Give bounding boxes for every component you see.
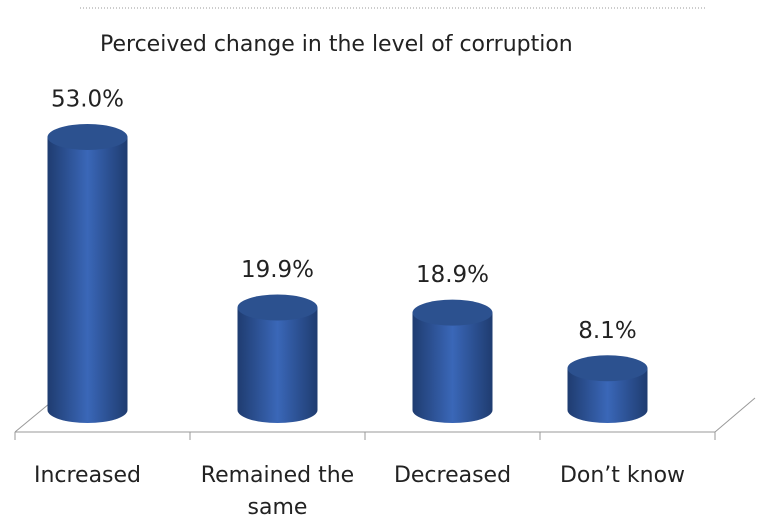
value-label: 8.1% [578,318,636,344]
x-tick-label: Don’t know [559,463,686,488]
chart-title: Perceived change in the level of corrupt… [100,32,573,57]
cylinder [47,124,128,424]
cylinder [567,355,648,424]
value-label: 18.9% [416,262,489,288]
cylinder-top [47,124,128,151]
cylinder-body [237,307,318,424]
x-tick-label: Increased [33,463,142,488]
cylinder [412,299,493,424]
value-label: 53.0% [51,87,124,113]
cylinder-top [567,355,648,382]
cylinder-top [237,294,318,321]
cylinder-body [412,312,493,424]
value-label: 19.9% [241,257,314,283]
cylinder-top [412,299,493,326]
x-tick-label: Decreased [393,463,512,488]
x-tick-label: Remained the same [200,463,355,520]
cylinder [237,294,318,424]
cylinder-body [567,368,648,424]
cylinder-body [47,137,128,424]
